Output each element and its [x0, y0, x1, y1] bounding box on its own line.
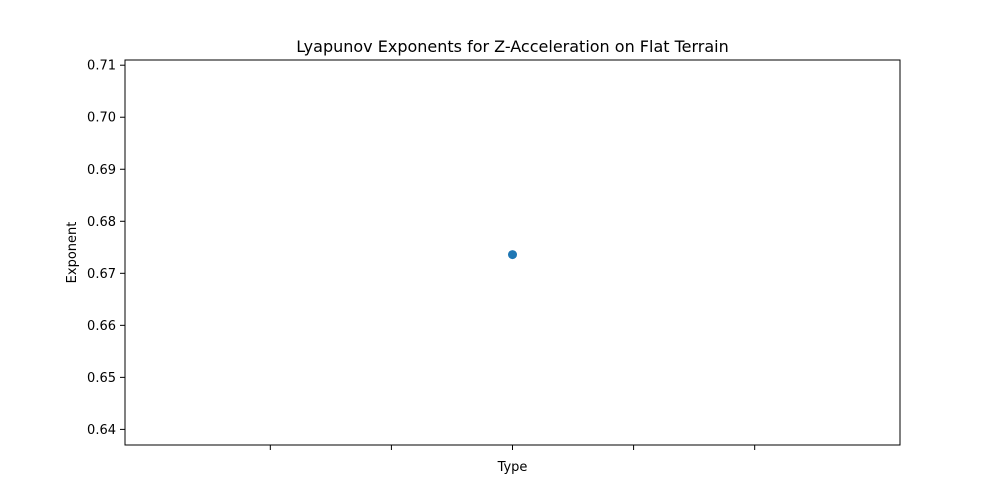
- y-axis-label: Exponent: [65, 222, 80, 284]
- y-tick-label: 0.66: [87, 319, 116, 334]
- y-tick-label: 0.65: [87, 371, 116, 386]
- y-tick-label: 0.68: [87, 215, 116, 230]
- chart-title: Lyapunov Exponents for Z-Acceleration on…: [296, 37, 729, 56]
- data-point: [508, 250, 517, 260]
- y-tick-label: 0.71: [87, 59, 116, 74]
- x-axis-ticks: [269, 445, 756, 450]
- data-points: [508, 250, 517, 260]
- y-tick-label: 0.67: [87, 267, 116, 282]
- y-tick-label: 0.64: [87, 423, 116, 438]
- y-axis-ticks: 0.64 0.65 0.66 0.67 0.68 0.69 0.70 0.71: [87, 59, 125, 438]
- y-tick-label: 0.70: [87, 111, 116, 126]
- x-axis-label: Type: [497, 460, 528, 475]
- y-tick-label: 0.69: [87, 163, 116, 178]
